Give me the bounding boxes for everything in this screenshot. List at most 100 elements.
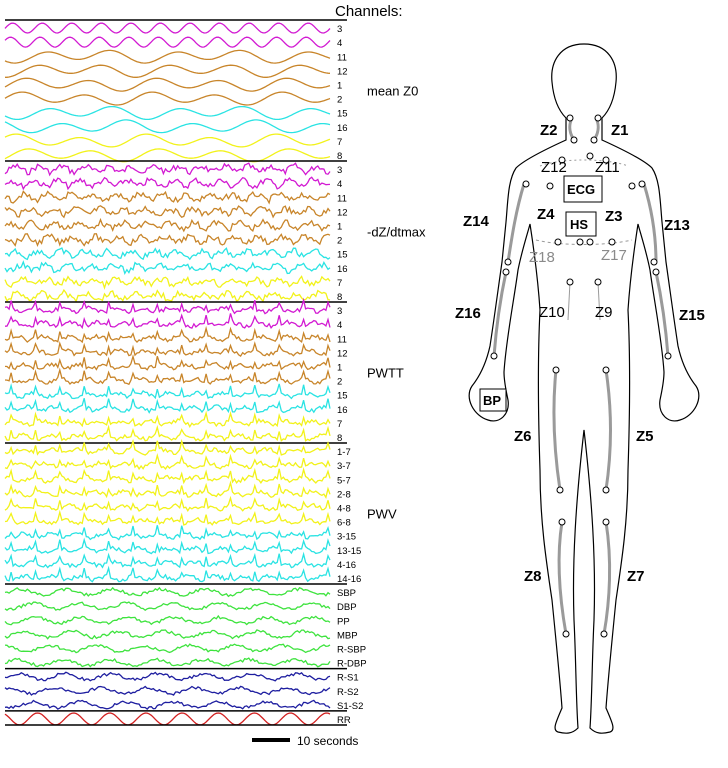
channel-label: PP bbox=[337, 616, 350, 627]
trace-pwv-3-15 bbox=[4, 525, 331, 541]
lead-z6 bbox=[552, 369, 562, 491]
ecg-box bbox=[563, 175, 603, 203]
scale-bar-label: 10 seconds bbox=[297, 734, 358, 748]
trace-pwv-2-8 bbox=[4, 480, 331, 499]
trace-pwtt-2 bbox=[4, 367, 331, 386]
body-diagram: ECG HS BP Z1 Z2 Z3 Z4 Z5 Z6 Z7 Z8 Z13 Z1… bbox=[455, 43, 705, 734]
hs-label: HS bbox=[570, 217, 588, 232]
channel-label: 4 bbox=[337, 179, 342, 190]
channel-label: 7 bbox=[337, 137, 342, 148]
channel-label: R-DBP bbox=[337, 659, 367, 670]
channel-label: 3-7 bbox=[337, 461, 351, 472]
trace--dz-dtmax-1 bbox=[4, 217, 331, 233]
trace-pwtt-3 bbox=[4, 297, 331, 315]
group-label: PWTT bbox=[367, 366, 404, 381]
channel-label: 8 bbox=[337, 292, 342, 303]
group-label: PWV bbox=[367, 507, 397, 522]
label-z16: Z16 bbox=[455, 305, 481, 322]
label-z8: Z8 bbox=[524, 568, 542, 585]
channel-label: 16 bbox=[337, 405, 348, 416]
channel-label: 3 bbox=[337, 165, 342, 176]
channel-label: R-S1 bbox=[337, 673, 359, 684]
label-z13: Z13 bbox=[664, 217, 690, 234]
bp-box bbox=[479, 388, 507, 412]
channel-label: 8 bbox=[337, 433, 342, 444]
trace-pwtt-16 bbox=[4, 398, 331, 414]
trace-group4-R-SBP bbox=[4, 643, 331, 654]
lead-z8 bbox=[557, 521, 568, 635]
label-z1: Z1 bbox=[611, 122, 629, 139]
channel-label: 7 bbox=[337, 278, 342, 289]
label-z11: Z11 bbox=[595, 159, 620, 176]
label-z10: Z10 bbox=[539, 304, 565, 321]
channel-label: 3 bbox=[337, 24, 342, 35]
channel-label: 3-15 bbox=[337, 532, 356, 543]
channel-label: 4-8 bbox=[337, 504, 351, 515]
label-z9: Z9 bbox=[595, 304, 613, 321]
trace-pwv-1-7 bbox=[4, 438, 331, 456]
ecg-label: ECG bbox=[567, 182, 595, 197]
clavicle-line bbox=[539, 159, 629, 167]
trace-pwtt-8 bbox=[4, 424, 331, 442]
trace--dz-dtmax-3 bbox=[4, 162, 331, 177]
channel-label: 7 bbox=[337, 419, 342, 430]
label-z14: Z14 bbox=[463, 213, 490, 230]
trace-group4-SBP bbox=[4, 586, 331, 598]
group-label: -dZ/dtmax bbox=[367, 225, 426, 240]
trace-pwtt-11 bbox=[4, 325, 331, 344]
trace--dz-dtmax-8 bbox=[4, 288, 331, 303]
channel-label: 15 bbox=[337, 391, 348, 402]
trace--dz-dtmax-4 bbox=[4, 176, 331, 191]
channel-label: SBP bbox=[337, 588, 356, 599]
channel-label: 3 bbox=[337, 306, 342, 317]
channels-title: Channels: bbox=[335, 3, 403, 20]
lead-z16 bbox=[492, 271, 508, 357]
label-z3: Z3 bbox=[605, 208, 623, 225]
channel-label: 14-16 bbox=[337, 574, 361, 585]
trace-group5-R-S1 bbox=[4, 671, 331, 682]
trace-mean-z0-11 bbox=[4, 49, 331, 64]
bp-label: BP bbox=[483, 393, 501, 408]
trace-mean-z0-8 bbox=[4, 148, 331, 163]
label-z2: Z2 bbox=[540, 122, 558, 139]
label-z12: Z12 bbox=[541, 159, 567, 176]
channel-label: 4-16 bbox=[337, 560, 356, 571]
trace-mean-z0-12 bbox=[5, 64, 331, 78]
channel-label: MBP bbox=[337, 630, 358, 641]
trace--dz-dtmax-15 bbox=[4, 247, 331, 261]
lead-z15 bbox=[654, 271, 670, 357]
trace-mean-z0-2 bbox=[4, 91, 331, 106]
trace-group5-R-S2 bbox=[4, 685, 331, 696]
electrodes bbox=[490, 114, 672, 638]
trace-group4-DBP bbox=[4, 601, 331, 612]
channel-label: 2 bbox=[337, 95, 342, 106]
channel-label: 1 bbox=[337, 222, 342, 233]
trace-pwv-3-7 bbox=[4, 452, 331, 471]
trace-pwtt-12 bbox=[4, 341, 331, 358]
channel-label: 12 bbox=[337, 348, 348, 359]
trace-group6-RR bbox=[4, 712, 331, 726]
trace--dz-dtmax-2 bbox=[4, 233, 331, 248]
trace-mean-z0-1 bbox=[4, 77, 331, 92]
trace--dz-dtmax-16 bbox=[4, 260, 331, 276]
label-z5: Z5 bbox=[636, 428, 654, 445]
channel-label: 16 bbox=[337, 264, 348, 275]
trace-pwv-4-8 bbox=[4, 495, 331, 512]
lead-z5 bbox=[604, 369, 612, 491]
channel-label: 4 bbox=[337, 320, 342, 331]
trace-pwtt-7 bbox=[4, 410, 331, 429]
label-z17: Z17 bbox=[601, 247, 627, 264]
channel-label: R-SBP bbox=[337, 645, 366, 656]
channel-label: 12 bbox=[337, 66, 348, 77]
hs-box bbox=[565, 211, 597, 237]
trace-mean-z0-7 bbox=[4, 133, 331, 148]
lead-z13 bbox=[642, 183, 658, 263]
channel-label: 11 bbox=[337, 193, 347, 204]
label-z6: Z6 bbox=[514, 428, 532, 445]
channel-label: 1-7 bbox=[337, 447, 351, 458]
rib-line bbox=[535, 239, 633, 245]
trace-pwtt-4 bbox=[4, 313, 331, 330]
trace-group4-MBP bbox=[4, 629, 331, 640]
